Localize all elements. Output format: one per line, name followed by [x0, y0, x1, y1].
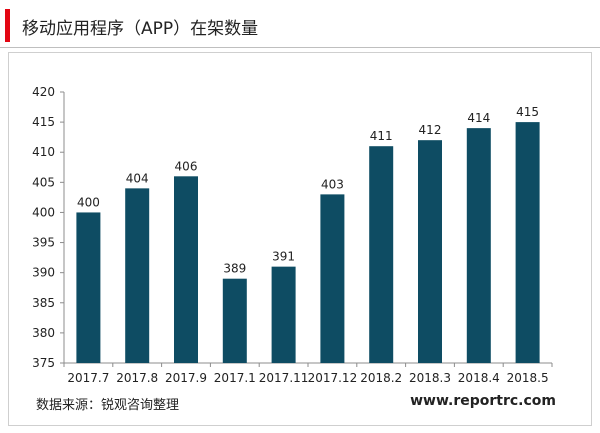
x-tick-label: 2018.5 [507, 371, 549, 385]
data-source: 数据来源：锐观咨询整理 [36, 398, 180, 413]
bar [515, 122, 540, 363]
bar [369, 146, 394, 363]
bar [320, 194, 345, 363]
bar [125, 188, 150, 363]
bar-value-label: 391 [272, 250, 295, 264]
header: 移动应用程序（APP）在架数量 [0, 0, 600, 48]
y-tick-label: 415 [32, 115, 55, 129]
y-tick-label: 400 [32, 205, 55, 219]
x-tick-label: 2017.1 [214, 371, 256, 385]
page-title: 移动应用程序（APP）在架数量 [22, 19, 259, 39]
title-accent-bar [5, 9, 10, 42]
chart-frame [8, 52, 592, 426]
bar [174, 176, 198, 363]
bar [76, 212, 101, 363]
bar-value-label: 400 [77, 195, 100, 209]
y-tick-label: 380 [32, 326, 55, 340]
y-tick-label: 395 [32, 236, 55, 250]
bar [271, 266, 296, 363]
bar-value-label: 406 [175, 159, 198, 173]
x-tick-label: 2017.12 [308, 371, 358, 385]
x-tick-label: 2017.9 [165, 371, 207, 385]
bar-value-label: 403 [321, 177, 344, 191]
header-divider [0, 47, 600, 48]
y-tick-label: 410 [32, 145, 55, 159]
bar-value-label: 415 [516, 105, 539, 119]
x-tick-label: 2017.7 [67, 371, 109, 385]
website-link[interactable]: www.reportrc.com [410, 393, 556, 409]
bar-value-label: 389 [223, 262, 246, 276]
x-tick-label: 2017.11 [259, 371, 309, 385]
y-tick-label: 420 [32, 85, 55, 99]
x-tick-label: 2018.2 [360, 371, 402, 385]
x-tick-label: 2018.3 [409, 371, 451, 385]
y-tick-label: 385 [32, 296, 55, 310]
bar-value-label: 404 [126, 171, 149, 185]
bar [466, 128, 491, 363]
y-tick-label: 375 [32, 356, 55, 370]
y-tick-label: 390 [32, 266, 55, 280]
x-tick-label: 2017.8 [116, 371, 158, 385]
y-tick-label: 405 [32, 175, 55, 189]
bar-value-label: 414 [467, 111, 490, 125]
bar [418, 140, 442, 363]
x-tick-label: 2018.4 [458, 371, 500, 385]
bar-value-label: 412 [419, 123, 442, 137]
bar [222, 278, 247, 363]
bar-value-label: 411 [370, 129, 393, 143]
